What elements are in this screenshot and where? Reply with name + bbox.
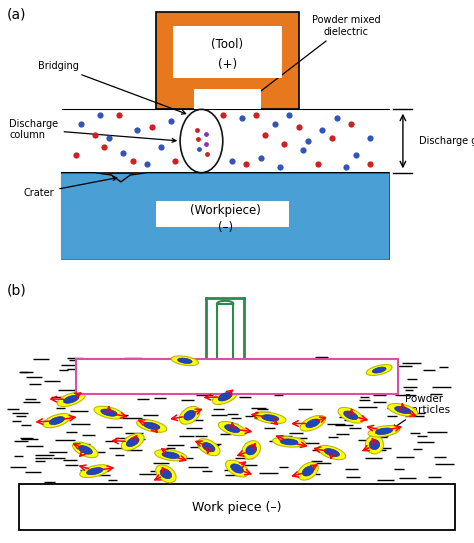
- Ellipse shape: [162, 452, 179, 458]
- Text: Discharge
column: Discharge column: [9, 118, 176, 142]
- Ellipse shape: [226, 460, 248, 477]
- Ellipse shape: [155, 450, 187, 461]
- Ellipse shape: [298, 462, 318, 480]
- Ellipse shape: [202, 443, 215, 452]
- Ellipse shape: [242, 441, 261, 459]
- Ellipse shape: [324, 449, 339, 457]
- Text: Crater: Crater: [24, 176, 117, 198]
- Ellipse shape: [184, 411, 195, 420]
- Ellipse shape: [219, 421, 246, 435]
- Ellipse shape: [375, 428, 392, 434]
- Text: (a): (a): [7, 7, 27, 21]
- Ellipse shape: [280, 439, 298, 445]
- Bar: [173, 26, 282, 78]
- Ellipse shape: [218, 393, 232, 401]
- Ellipse shape: [80, 465, 110, 477]
- Polygon shape: [62, 173, 389, 259]
- Ellipse shape: [368, 426, 400, 437]
- Ellipse shape: [127, 437, 139, 446]
- Ellipse shape: [144, 422, 160, 430]
- Ellipse shape: [197, 439, 220, 456]
- Text: Powder
particles: Powder particles: [392, 394, 450, 429]
- Text: (–): (–): [218, 221, 233, 234]
- Ellipse shape: [180, 109, 223, 173]
- Ellipse shape: [64, 395, 79, 403]
- Ellipse shape: [171, 356, 199, 365]
- Ellipse shape: [101, 409, 117, 416]
- Text: (b): (b): [7, 283, 27, 298]
- Ellipse shape: [156, 465, 176, 483]
- Ellipse shape: [338, 407, 364, 423]
- Ellipse shape: [137, 420, 167, 432]
- Ellipse shape: [365, 435, 383, 454]
- Text: Discharge gap: Discharge gap: [419, 136, 474, 146]
- Ellipse shape: [57, 392, 85, 407]
- Ellipse shape: [87, 468, 103, 475]
- Ellipse shape: [180, 406, 200, 424]
- Ellipse shape: [262, 415, 279, 421]
- Text: Bridging: Bridging: [38, 61, 186, 114]
- Bar: [156, 201, 289, 228]
- Text: (Tool): (Tool): [211, 38, 244, 51]
- Ellipse shape: [302, 466, 314, 476]
- Text: (+): (+): [218, 58, 237, 71]
- Ellipse shape: [300, 415, 326, 431]
- Ellipse shape: [254, 412, 286, 424]
- Ellipse shape: [49, 416, 64, 425]
- Ellipse shape: [246, 445, 256, 455]
- Ellipse shape: [231, 464, 243, 473]
- Ellipse shape: [212, 389, 238, 405]
- Ellipse shape: [306, 419, 320, 427]
- Ellipse shape: [318, 445, 346, 460]
- Text: Work piece (–): Work piece (–): [192, 501, 282, 514]
- Bar: [194, 89, 261, 109]
- Ellipse shape: [273, 437, 306, 447]
- Ellipse shape: [344, 411, 358, 420]
- Bar: [76, 359, 398, 394]
- Ellipse shape: [388, 403, 418, 416]
- Ellipse shape: [395, 406, 411, 414]
- Ellipse shape: [372, 367, 386, 373]
- Ellipse shape: [73, 442, 98, 458]
- Ellipse shape: [178, 358, 192, 363]
- Text: (Workpiece): (Workpiece): [190, 204, 261, 217]
- Bar: [19, 484, 455, 530]
- Ellipse shape: [225, 425, 240, 433]
- Ellipse shape: [160, 469, 172, 479]
- Ellipse shape: [78, 446, 92, 454]
- Ellipse shape: [366, 364, 392, 376]
- Ellipse shape: [94, 406, 124, 419]
- Ellipse shape: [369, 439, 380, 450]
- Text: Powder mixed
dielectric: Powder mixed dielectric: [240, 15, 380, 107]
- Ellipse shape: [121, 433, 144, 450]
- Bar: [62, 173, 389, 259]
- Text: Tool (+): Tool (+): [213, 370, 261, 383]
- Bar: [156, 11, 299, 109]
- Ellipse shape: [43, 413, 71, 428]
